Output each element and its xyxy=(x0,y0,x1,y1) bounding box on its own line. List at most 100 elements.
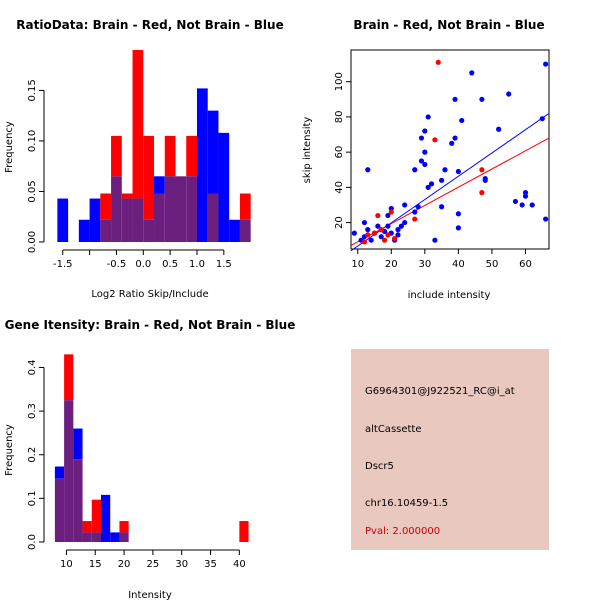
intensity-x-tick-label: 15 xyxy=(89,559,102,570)
ratio-bar-overlap xyxy=(154,193,165,242)
scatter-x-axis-label: include intensity xyxy=(408,290,491,301)
gene-name-text: Dscr5 xyxy=(365,461,394,472)
ratio-x-tick-label: 0.0 xyxy=(135,259,151,270)
brain-fit-line xyxy=(350,137,550,246)
scatter-y-tick-label: 60 xyxy=(334,146,345,159)
ratio-bar-brain xyxy=(100,193,112,220)
ratio-bars xyxy=(57,50,251,243)
notbrain-point xyxy=(522,190,529,196)
ratio-y-tick-label: 0.00 xyxy=(27,231,38,253)
pval-text: Pval: 2.000000 xyxy=(365,526,441,537)
intensity-x-tick-label: 35 xyxy=(204,559,217,570)
ratio-x-tick-label: -1.5 xyxy=(53,259,73,270)
notbrain-point xyxy=(425,184,431,190)
intensity-bar-brain xyxy=(91,499,101,533)
probe-id-text: G6964301@J922521_RC@i_at xyxy=(365,386,515,397)
intensity-bar-notbrain xyxy=(110,532,120,542)
intensity-bar-notbrain xyxy=(73,428,83,460)
ratio-x-tick-label: 1.5 xyxy=(216,259,232,270)
ratio-bar-notbrain xyxy=(196,88,208,243)
notbrain-point xyxy=(529,202,535,208)
notbrain-point xyxy=(361,219,368,226)
ratio-bar-notbrain xyxy=(89,198,101,242)
intensity-bar-brain xyxy=(239,521,249,542)
ratio-y-tick-label: 0.05 xyxy=(27,180,38,202)
ratio-bar-overlap xyxy=(121,198,133,242)
notbrain-point xyxy=(378,234,384,240)
scatter-chart-title: Brain - Red, Not Brain - Blue xyxy=(353,18,544,32)
brain-point xyxy=(479,190,485,196)
notbrain-point xyxy=(402,202,408,208)
intensity-y-tick-label: 0.1 xyxy=(27,490,38,506)
scatter-x-tick-label: 50 xyxy=(486,259,499,270)
ratio-bar-brain xyxy=(121,193,133,199)
scatter-x-tick-label: 30 xyxy=(418,259,431,270)
intensity-bar-notbrain xyxy=(101,494,111,542)
brain-point xyxy=(392,235,398,242)
intensity-bar-overlap xyxy=(91,532,101,542)
notbrain-point xyxy=(452,96,458,102)
notbrain-point xyxy=(385,212,391,219)
notbrain-point xyxy=(539,116,545,122)
ratio-bar-brain xyxy=(239,193,251,220)
notbrain-point xyxy=(425,114,431,120)
scatter-x-tick-label: 10 xyxy=(351,259,364,270)
ratio-bar-overlap xyxy=(132,198,144,242)
notbrain-point xyxy=(459,117,465,124)
scatter-y-axis-label: skip intensity xyxy=(302,117,313,184)
intensity-bar-brain xyxy=(119,521,129,533)
ratio-chart-title: RatioData: Brain - Red, Not Brain - Blue xyxy=(16,18,283,32)
ratio-y-tick-label: 0.15 xyxy=(27,79,38,101)
notbrain-point xyxy=(422,161,428,168)
scatter-plot-box xyxy=(350,49,550,250)
notbrain-point xyxy=(422,128,428,134)
intensity-bar-overlap xyxy=(82,532,92,542)
ratio-bar-notbrain xyxy=(57,198,69,242)
notbrain-point xyxy=(469,70,475,76)
notbrain-point xyxy=(439,177,445,183)
notbrain-point xyxy=(412,167,418,173)
brain-point xyxy=(365,232,371,238)
brain-point xyxy=(412,216,418,222)
intensity-bar-notbrain xyxy=(54,466,65,479)
ratio-bar-notbrain xyxy=(154,176,165,194)
intensity-y-tick-label: 0.0 xyxy=(27,534,38,550)
ratio-bar-overlap xyxy=(143,219,155,242)
ratio-x-tick-label: 0.5 xyxy=(162,259,178,270)
ratio-bar-overlap xyxy=(186,176,197,242)
scatter-fit-lines xyxy=(350,112,550,252)
notbrain-point xyxy=(543,61,549,67)
ratio-bar-overlap xyxy=(111,176,122,242)
notbrain-point xyxy=(442,167,448,173)
notbrain-point xyxy=(385,223,391,229)
intensity-bar-overlap xyxy=(54,478,65,542)
ratio-histogram-panel: RatioData: Brain - Red, Not Brain - Blue… xyxy=(4,18,284,300)
intensity-bar-overlap xyxy=(73,459,83,542)
notbrain-point xyxy=(439,204,445,210)
intensity-x-tick-label: 30 xyxy=(175,559,188,570)
brain-point xyxy=(371,230,378,236)
gene-info-panel: G6964301@J922521_RC@i_at altCassette Dsc… xyxy=(351,349,549,550)
ratio-bar-notbrain xyxy=(78,219,90,242)
event-type-text: altCassette xyxy=(365,424,422,435)
notbrain-point xyxy=(398,223,404,229)
intensity-y-axis-label: Frequency xyxy=(4,424,15,476)
notbrain-point xyxy=(368,237,374,243)
ratio-x-tick-label: 1.0 xyxy=(189,259,205,270)
notbrain-point xyxy=(395,232,401,238)
notbrain-point xyxy=(418,158,425,164)
notbrain-point xyxy=(455,225,461,231)
ratio-bar-overlap xyxy=(239,219,251,242)
notbrain-point xyxy=(506,91,512,97)
notbrain-point xyxy=(482,175,488,182)
intensity-x-tick-label: 40 xyxy=(233,559,246,570)
scatter-x-tick-label: 60 xyxy=(519,259,532,270)
ratio-x-axis-label: Log2 Ratio Skip/Include xyxy=(91,289,208,300)
ratio-bar-overlap xyxy=(175,176,187,242)
notbrain-point xyxy=(455,211,461,217)
brain-point xyxy=(375,212,381,219)
notbrain-point xyxy=(375,223,381,229)
brain-point xyxy=(381,237,388,243)
intensity-bar-overlap xyxy=(64,400,74,542)
notbrain-point xyxy=(351,230,357,236)
